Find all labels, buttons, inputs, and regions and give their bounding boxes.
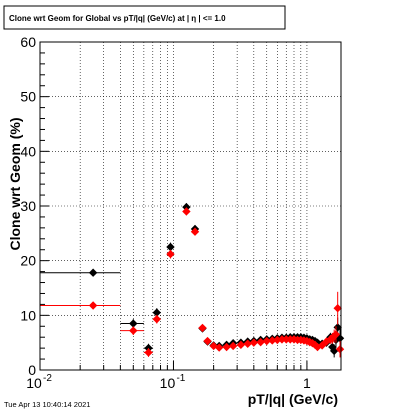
data-point xyxy=(236,340,246,350)
title-box: Clone wrt Geom for Global vs pT/|q| (GeV… xyxy=(3,5,286,30)
x-axis-title: pT/|q| (GeV/c) xyxy=(248,391,338,407)
data-point xyxy=(190,227,200,236)
data-point xyxy=(329,346,339,356)
chart-title: Clone wrt Geom for Global vs pT/|q| (GeV… xyxy=(9,14,226,23)
data-point xyxy=(198,323,207,333)
data-point xyxy=(129,319,138,328)
data-point xyxy=(222,342,231,352)
data-point xyxy=(88,268,98,277)
y-tick-label: 60 xyxy=(20,34,36,50)
x-tick-exponent: -1 xyxy=(176,373,185,384)
data-point xyxy=(166,249,175,259)
data-series xyxy=(40,202,345,358)
grid xyxy=(39,42,341,370)
data-point xyxy=(335,345,345,354)
x-tick-exponent: -2 xyxy=(43,373,52,384)
data-point xyxy=(331,330,341,339)
data-point xyxy=(203,336,212,346)
data-point xyxy=(243,339,252,348)
series-1 xyxy=(40,207,345,358)
data-point xyxy=(256,337,265,347)
timestamp-label: Tue Apr 13 10:40:14 2021 xyxy=(4,400,90,409)
x-tick-label: 10 xyxy=(160,375,176,391)
data-point xyxy=(129,326,138,335)
y-tick-label: 50 xyxy=(20,89,36,105)
y-tick-label: 10 xyxy=(20,307,36,323)
data-point xyxy=(88,301,98,310)
x-tick-label: 10 xyxy=(26,375,42,391)
data-point xyxy=(277,335,287,344)
data-point xyxy=(152,308,161,317)
data-point xyxy=(166,242,175,252)
data-point xyxy=(214,343,224,352)
data-point xyxy=(182,207,191,216)
title-frame xyxy=(3,5,286,30)
data-point xyxy=(228,341,238,351)
data-point xyxy=(209,341,218,351)
data-point xyxy=(333,304,342,313)
x-tick-label: 1 xyxy=(303,375,311,391)
y-tick-label: 20 xyxy=(20,253,36,269)
y-tick-label: 40 xyxy=(20,143,36,159)
data-point xyxy=(268,336,277,345)
data-point xyxy=(144,348,153,357)
data-point xyxy=(152,314,161,324)
data-point xyxy=(249,338,259,347)
y-tick-label: 0 xyxy=(28,362,36,378)
data-point xyxy=(182,202,191,212)
y-tick-label: 30 xyxy=(20,198,36,214)
data-point xyxy=(262,336,271,346)
y-axis-title: Clone wrt Geom (%) xyxy=(7,117,23,250)
